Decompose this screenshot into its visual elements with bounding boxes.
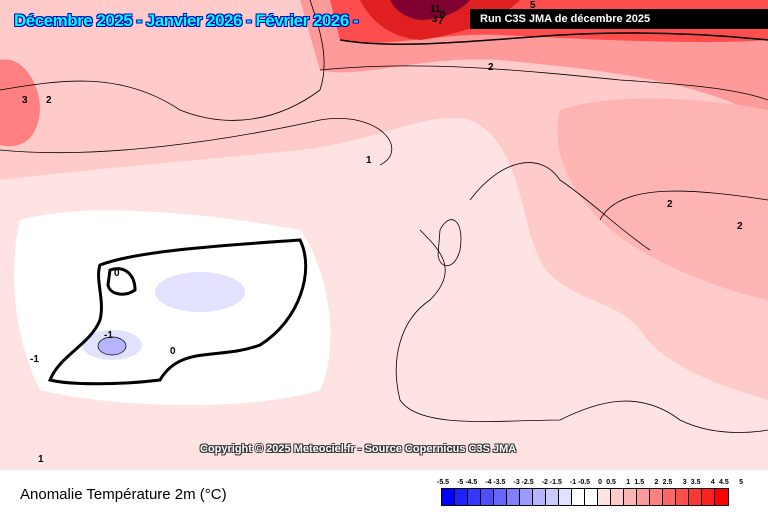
forecast-period-title: Décembre 2025 - Janvier 2026 - Février 2… bbox=[14, 11, 359, 30]
legend-swatch bbox=[533, 489, 546, 505]
legend-tick-label: 4.5 bbox=[719, 479, 729, 486]
legend-tick-label: -1.5 bbox=[549, 479, 562, 486]
legend-tick-label: 1 bbox=[626, 479, 631, 486]
legend-tick-label: 2 bbox=[654, 479, 659, 486]
contour-label: 0 bbox=[114, 268, 120, 279]
legend-swatch bbox=[559, 489, 572, 505]
legend-tick-label: 0.5 bbox=[606, 479, 616, 486]
variable-title: Anomalie Température 2m (°C) bbox=[20, 486, 227, 503]
legend-swatch bbox=[715, 489, 728, 505]
temperature-anomaly-map: 11 0 3 7 5 2 3 2 1 2 2 0 -1 0 -1 1 bbox=[0, 0, 768, 470]
legend-tick-label: -4 bbox=[485, 479, 492, 486]
cold-anomaly-blob bbox=[155, 272, 245, 312]
contour-label: 2 bbox=[46, 95, 52, 106]
contour-label: 5 bbox=[530, 0, 536, 11]
legend-swatch bbox=[468, 489, 481, 505]
legend-swatch bbox=[494, 489, 507, 505]
legend-tick-label: -5.5 bbox=[437, 479, 450, 486]
contour-label: 3 bbox=[22, 95, 28, 106]
contour-label: 11 bbox=[430, 4, 441, 15]
coastline-britain bbox=[437, 219, 462, 267]
contour-line bbox=[599, 190, 768, 221]
legend-tick-label: -1 bbox=[569, 479, 577, 486]
contour-line bbox=[0, 118, 392, 166]
anomaly-zone-warm-east bbox=[557, 98, 768, 300]
contour-label: 7 bbox=[438, 16, 444, 27]
anomaly-zone-warm-west bbox=[0, 59, 40, 147]
legend-swatch bbox=[442, 489, 455, 505]
anomaly-zone-peak bbox=[390, 0, 470, 20]
contour-line bbox=[339, 32, 768, 46]
zero-contour bbox=[47, 238, 308, 386]
legend-tick-label: -4.5 bbox=[465, 479, 478, 486]
legend-tick-label: 0 bbox=[598, 479, 602, 486]
legend-tick-label: 3 bbox=[682, 479, 687, 486]
run-label: Run C3S JMA de décembre 2025 bbox=[470, 9, 768, 29]
legend-swatch bbox=[598, 489, 611, 505]
color-legend bbox=[441, 488, 729, 506]
coastline-greenland bbox=[0, 0, 325, 121]
legend-swatch bbox=[455, 489, 468, 505]
legend-tick-label: 3.5 bbox=[690, 479, 701, 486]
coastline-europe bbox=[395, 162, 768, 433]
legend-swatch bbox=[663, 489, 676, 505]
legend-tick-label: 5 bbox=[739, 479, 743, 486]
contour-label: 2 bbox=[488, 62, 494, 73]
legend-swatch bbox=[689, 489, 702, 505]
contour-line bbox=[319, 65, 768, 101]
legend-tick-label: 4 bbox=[710, 479, 715, 486]
legend-tick-label: -2 bbox=[541, 479, 548, 486]
contour-label: 0 bbox=[440, 10, 446, 21]
legend-tick-label: -2.5 bbox=[521, 479, 534, 486]
contour-label: 1 bbox=[38, 454, 44, 465]
contour-label: 3 bbox=[432, 14, 438, 25]
legend-swatch bbox=[624, 489, 637, 505]
legend-tick-label: -3 bbox=[513, 479, 520, 486]
contour-label: 2 bbox=[667, 199, 673, 210]
copyright-text: Copyright © 2025 Meteociel.fr - Source C… bbox=[200, 443, 517, 455]
contour-label: 0 bbox=[170, 346, 176, 357]
legend-swatch bbox=[637, 489, 650, 505]
legend-swatch bbox=[702, 489, 715, 505]
legend-tick-label: -5 bbox=[457, 479, 464, 486]
legend-tick-label: -0.5 bbox=[578, 479, 591, 486]
legend-swatch bbox=[546, 489, 559, 505]
cold-anomaly-core bbox=[97, 336, 127, 356]
contour-label: -1 bbox=[30, 354, 39, 365]
legend-swatch bbox=[481, 489, 494, 505]
zero-contour-small bbox=[106, 267, 137, 296]
legend-tick-label: 1.5 bbox=[634, 479, 645, 486]
legend-swatch bbox=[585, 489, 598, 505]
legend-swatch bbox=[676, 489, 689, 505]
contour-label: 1 bbox=[366, 155, 372, 166]
legend-swatch bbox=[507, 489, 520, 505]
legend-swatch bbox=[611, 489, 624, 505]
legend-tick-label: -3.5 bbox=[493, 479, 506, 486]
legend-swatch bbox=[650, 489, 663, 505]
legend-tick-label: 2.5 bbox=[662, 479, 673, 486]
legend-tick-labels: -5.5 -5 -4.5 -4 -3.5 -3 -2.5 -2 -1.5 -1 -0.5 0 0.5 1 1… bbox=[437, 479, 757, 489]
contour-label: 2 bbox=[737, 221, 743, 232]
legend-swatch bbox=[520, 489, 533, 505]
legend-swatch bbox=[572, 489, 585, 505]
contour-label: -1 bbox=[104, 330, 113, 341]
